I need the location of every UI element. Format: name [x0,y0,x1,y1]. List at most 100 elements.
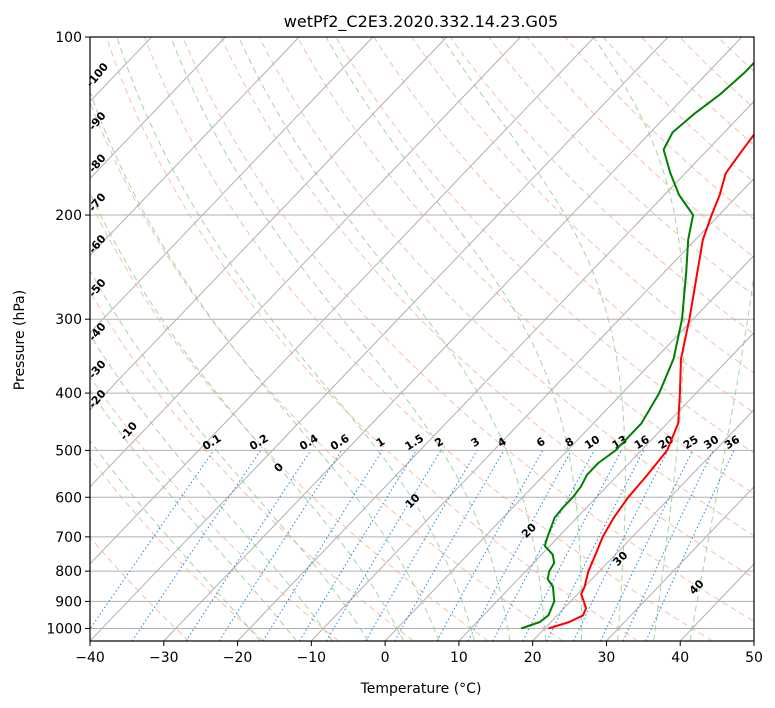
x-tick-label: 10 [450,650,468,666]
x-tick-label: 0 [381,650,390,666]
mixing-ratio-line [436,450,544,641]
dry-adiabat-line [449,37,754,335]
dry-adiabat-line [296,37,754,495]
isotherm-label: -80 [86,151,109,175]
moist-adiabat-line [90,90,440,641]
dry-adiabat-line [90,200,489,641]
mixing-ratio-label: 0.2 [247,432,270,453]
mixing-ratio-label: 25 [681,433,701,452]
mixing-ratio-label: 6 [534,435,548,450]
y-tick-label: 200 [55,208,82,224]
moist-adiabat-line [116,37,475,641]
isotherm-label: -20 [86,387,109,411]
mixing-ratio-line [394,450,505,641]
dry-adiabat-line [717,37,754,73]
dry-adiabat-line [756,37,775,641]
moist-adiabat-line [238,37,547,641]
mixing-ratio-label: 10 [582,433,602,452]
x-tick-label: −20 [223,650,253,666]
y-tick-label: 600 [55,490,82,506]
x-tick-label: 20 [524,650,542,666]
isotherm-line [458,331,754,641]
x-tick-label: 40 [671,650,689,666]
plot-frame [89,36,755,642]
moist-adiabat-line [90,439,261,641]
isotherm-label: -50 [86,276,109,300]
mixing-ratio-line [365,450,478,641]
y-tick-label: 400 [55,386,82,402]
moist-adiabat-line [90,389,297,641]
y-axis-label: Pressure (hPa) [12,290,28,390]
dry-adiabat-line [641,37,754,146]
mixing-ratio-line [467,450,572,641]
isotherm-label: -40 [86,320,109,344]
isotherm-line [310,177,754,641]
isotherm-label: -70 [86,190,109,214]
mixing-ratio-line [262,450,383,641]
mixing-ratio-line [90,450,215,630]
isotherm-line [679,563,754,641]
wetbulb-label: 40 [687,577,707,597]
mixing-ratio-label: 0.6 [328,432,352,454]
mixing-ratio-label: 16 [632,433,652,452]
moist-adiabat-line [90,333,333,641]
moist-adiabat-line [90,192,405,641]
dry-adiabat-line [411,37,754,374]
moist-adiabat-line [325,37,583,641]
isotherm-line [90,37,669,641]
wetbulb-label: 30 [610,549,630,569]
temperature-line [548,132,754,630]
dry-adiabat-line [90,456,265,641]
dry-adiabat-line [679,37,754,109]
y-tick-label: 900 [55,594,82,610]
dry-adiabat-line [90,375,339,641]
isotherm-label: -10 [117,419,140,443]
y-tick-label: 800 [55,564,82,580]
moist-adiabat-line [689,37,754,641]
isotherm-label: -90 [86,109,109,133]
dry-adiabat-line [602,37,754,183]
mixing-ratio-line [546,450,645,641]
isotherm-line [90,37,300,257]
isotherm-label: -30 [86,357,109,381]
isotherm-line [237,100,754,641]
mixing-ratio-label: 3 [469,435,482,450]
mixing-ratio-label: 1.5 [403,432,426,453]
mixing-ratio-line [600,450,694,641]
mixing-ratio-line [645,450,735,641]
isotherm-line [532,409,754,641]
y-tick-label: 1000 [46,621,82,637]
isotherm-label: -60 [86,232,109,256]
isotherm-line [0,37,4,641]
dry-adiabat-line [526,37,754,258]
dry-adiabat-line [564,37,754,220]
isotherm-line [90,37,226,180]
y-tick-label: 100 [55,30,82,46]
dry-adiabat-line [105,37,639,641]
x-tick-label: 30 [598,650,616,666]
x-tick-label: −40 [75,650,105,666]
isotherm-line [90,37,448,411]
isotherm-line [163,37,743,641]
dewpoint-line [520,61,754,630]
moist-adiabat-line [170,37,511,641]
isotherm-line [90,37,521,488]
mixing-ratio-line [622,450,714,641]
dry-adiabat-line [488,37,754,296]
wetbulb-label: 0 [272,460,287,475]
y-tick-label: 700 [55,530,82,546]
y-tick-label: 500 [55,443,82,459]
moist-adiabat-line [90,269,369,641]
mixing-ratio-line [573,450,669,641]
moist-adiabat-line [441,37,626,641]
dry-adiabat-line [182,37,754,622]
isotherm-label: -100 [83,60,111,90]
dry-adiabat-line [144,37,713,641]
mixing-ratio-label: 0.4 [297,432,321,454]
x-tick-label: −30 [149,650,179,666]
mixing-ratio-label: 30 [701,433,721,452]
moist-adiabat-line [593,37,685,641]
y-tick-label: 300 [55,312,82,328]
